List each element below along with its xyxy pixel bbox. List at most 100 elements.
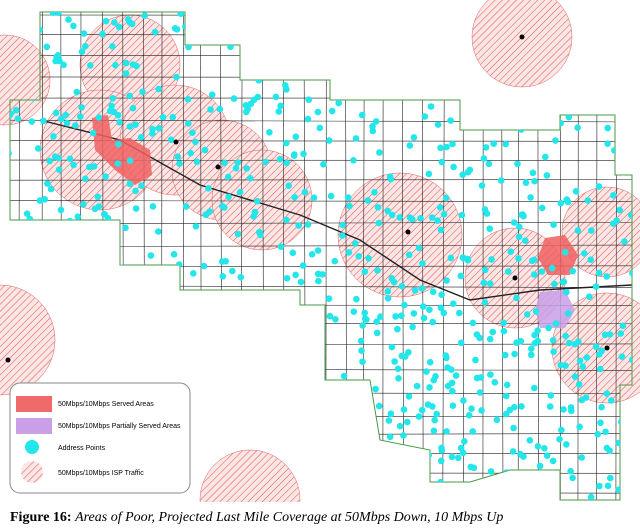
address-point [474, 67, 482, 75]
address-point [224, 173, 232, 181]
address-point [447, 254, 455, 262]
address-point [10, 25, 13, 32]
address-point [335, 99, 343, 107]
legend-label: 50Mbps/10Mbps Partially Served Areas [58, 423, 181, 430]
address-point [143, 289, 150, 297]
address-point [476, 389, 484, 396]
served-areas [92, 115, 578, 328]
address-point [225, 193, 232, 201]
address-point [10, 173, 11, 180]
address-point [426, 306, 433, 314]
address-point [424, 401, 432, 408]
address-point [565, 113, 573, 121]
address-point [469, 319, 477, 327]
address-point [572, 188, 580, 195]
address-point [404, 418, 411, 426]
address-point [65, 16, 72, 23]
address-point [500, 327, 508, 335]
address-point [429, 288, 437, 296]
address-point [443, 143, 450, 151]
address-point [490, 140, 498, 147]
address-point [90, 163, 98, 170]
legend-label: 50Mbps/10Mbps ISP Traffic [58, 470, 144, 477]
address-point [398, 352, 406, 360]
address-point [382, 468, 390, 475]
address-point [398, 282, 406, 290]
address-point [138, 282, 145, 290]
address-point [596, 482, 603, 490]
address-point [162, 305, 169, 312]
address-point [417, 215, 424, 222]
address-point [603, 390, 611, 397]
address-point [173, 73, 180, 81]
address-point [334, 459, 342, 467]
address-point [346, 426, 354, 434]
address-point [275, 108, 283, 115]
address-point [608, 397, 615, 404]
address-point [386, 173, 394, 180]
address-point [531, 177, 538, 185]
address-point [139, 88, 146, 96]
address-point [298, 415, 305, 423]
address-point [304, 221, 312, 228]
address-point [587, 256, 594, 264]
address-point [250, 213, 257, 220]
address-point [247, 100, 255, 108]
address-point [395, 375, 402, 382]
address-point [597, 419, 604, 427]
address-point [44, 235, 52, 243]
address-point [528, 257, 536, 265]
address-point [317, 476, 325, 484]
address-point [201, 146, 209, 154]
address-point [518, 403, 525, 410]
address-point [578, 454, 585, 461]
address-point [493, 416, 501, 424]
address-point [89, 129, 97, 137]
address-point [343, 405, 350, 413]
address-point [93, 285, 100, 292]
address-point [482, 266, 489, 274]
address-point [487, 468, 495, 475]
address-point [580, 102, 587, 110]
address-point [423, 368, 430, 375]
address-point [497, 177, 505, 184]
address-point [141, 12, 148, 19]
address-point [368, 470, 375, 478]
address-point [176, 160, 183, 167]
address-point [283, 216, 290, 224]
address-point [190, 270, 197, 277]
address-point [387, 410, 395, 418]
address-point [369, 127, 377, 135]
address-point [466, 166, 474, 174]
address-point [624, 420, 632, 428]
towers [5, 34, 610, 363]
address-point [576, 423, 583, 431]
address-point [510, 488, 518, 496]
address-point [527, 194, 534, 201]
address-point [425, 170, 433, 178]
address-point [431, 27, 438, 34]
address-point [173, 321, 181, 329]
address-point [295, 5, 302, 12]
address-point [227, 43, 234, 51]
address-point [155, 125, 163, 132]
address-point [193, 339, 201, 346]
address-point [350, 308, 358, 316]
address-point [73, 250, 80, 257]
address-point [182, 203, 190, 210]
road [283, 12, 285, 500]
address-point [313, 64, 320, 71]
address-point [434, 121, 442, 128]
address-point [463, 71, 470, 79]
address-point [315, 374, 323, 381]
address-point [201, 298, 208, 306]
address-point [592, 283, 600, 290]
address-point [184, 12, 192, 14]
address-point [346, 202, 353, 210]
address-point [10, 452, 11, 459]
address-point [627, 472, 632, 479]
address-point [502, 99, 509, 107]
address-point [610, 192, 617, 199]
address-point [350, 157, 357, 164]
address-point [344, 194, 352, 201]
